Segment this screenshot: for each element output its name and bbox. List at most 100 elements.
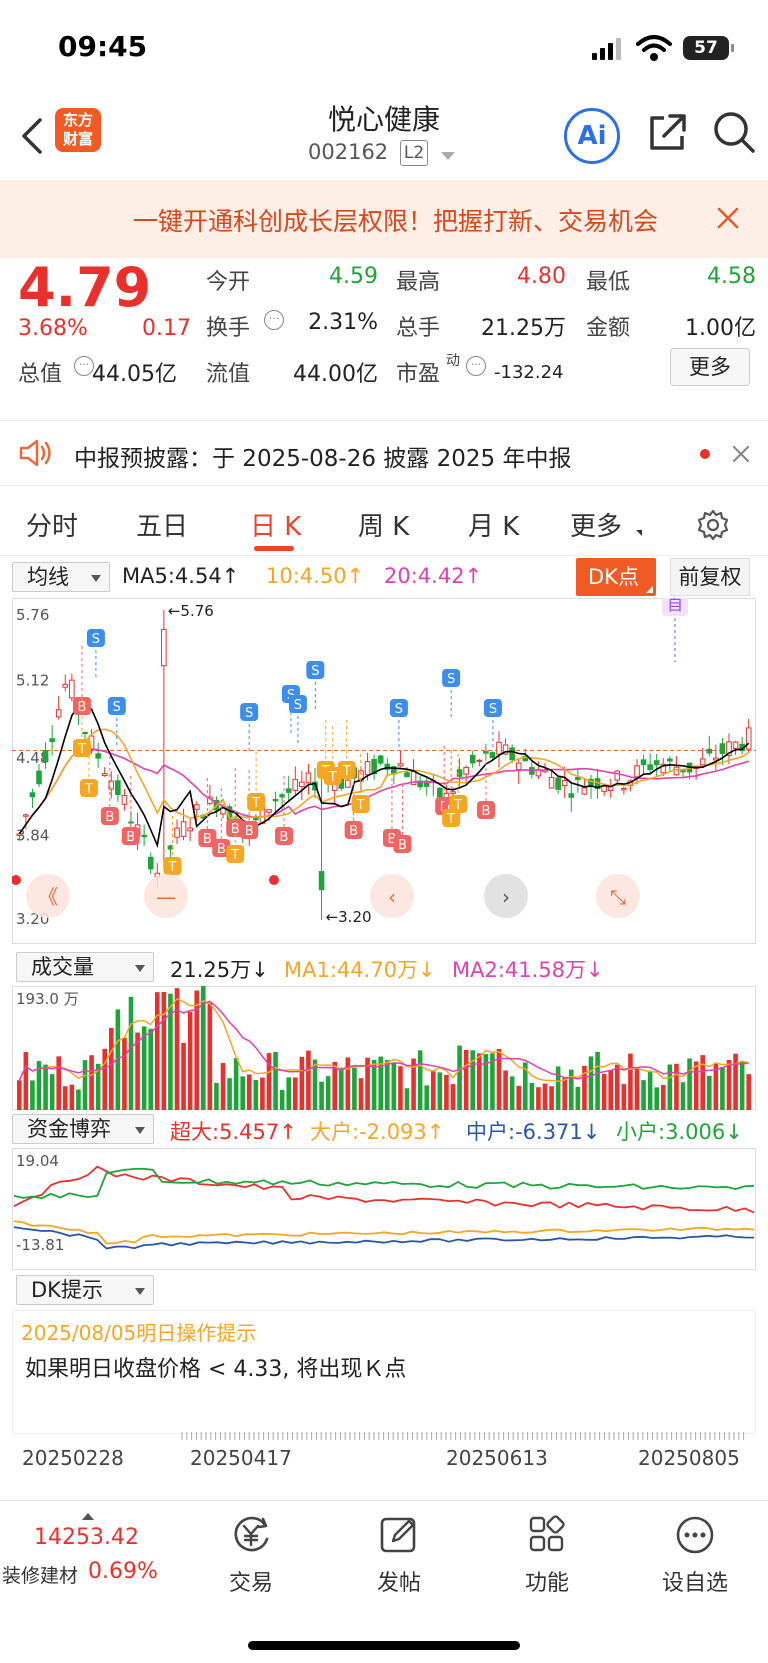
capital-select[interactable]: 资金博弈 [12,1114,154,1144]
volume-bar [588,1056,594,1110]
ai-button[interactable]: Ai [564,108,620,164]
candle [653,760,660,766]
tab-five-day[interactable]: 五日 [136,512,189,542]
volume-bar [680,1082,686,1110]
tab-daily-k[interactable]: 日 K [250,512,302,542]
volume-bar [404,1088,410,1110]
more-button[interactable]: 更多 [670,348,750,386]
tab-more[interactable]: 更多 [570,512,623,542]
close-icon[interactable] [716,206,740,230]
volume-bar [582,1065,587,1110]
buy-badge [393,835,412,853]
candle [515,762,522,771]
candle [272,798,279,802]
dk-point-button[interactable]: DK点 [576,558,656,596]
hold-badge-text: T [342,764,351,779]
bottom-bar: 14253.42 装修建材 0.69% 交易 发帖 功能 设自选 [0,1500,768,1663]
settings-gear-icon[interactable] [696,508,730,542]
buy-badge-text: B [203,832,212,847]
candle [423,780,430,787]
turnover-label: 换手 [206,316,251,341]
chart-nav-button [144,874,188,918]
float-value-label: 流值 [206,362,251,387]
hold-badge-text: T [84,782,93,797]
candle [285,788,292,793]
promo-banner[interactable]: 一键开通科创成长层权限！把握打新、交易机会 [0,180,768,258]
notice-bar[interactable]: 中报预披露：于 2025-08-26 披露 2025 年中报 [0,420,768,486]
functions-button[interactable]: 功能 [492,1515,602,1597]
volume-bar [43,1064,48,1110]
capital-super-large: 超大:5.457↑ [170,1120,297,1144]
add-watchlist-label: 设自选 [661,1571,728,1596]
high-label: 最高 [396,270,441,295]
search-icon[interactable] [712,110,756,154]
logo-text-2: 财富 [62,130,93,148]
capital-small: 小户:3.006↓ [616,1120,743,1144]
volume-bar [141,1026,147,1110]
info-icon[interactable]: ··· [264,310,284,330]
info-icon[interactable]: ··· [74,356,94,376]
candle [16,833,23,836]
tab-intraday[interactable]: 分时 [26,512,79,542]
volume-bar [220,1063,226,1110]
volume-bar [154,992,160,1110]
buy-badge [240,821,259,839]
add-watchlist-button[interactable]: 设自选 [640,1515,750,1597]
candle [371,759,377,775]
close-icon[interactable] [732,445,750,463]
left-edge-dot [12,875,21,885]
hold-badge-text: T [77,742,86,757]
volume-bar [634,1068,640,1110]
post-label: 发帖 [376,1571,421,1596]
volume-chart[interactable]: 193.0 万 [12,986,756,1110]
candle [23,814,29,817]
volume-bar [227,1078,232,1110]
ma5-readout: MA5:4.54↑ [122,564,240,588]
chart-nav-glyph: ⤡ [610,885,626,909]
candle [312,781,318,791]
tab-monthly-k[interactable]: 月 K [468,512,520,542]
candle [640,759,647,766]
volume-bar [417,1050,423,1110]
volume-bar [450,1084,456,1110]
dk-tip-select[interactable]: DK提示 [16,1275,154,1305]
hold-badge [351,795,370,813]
sell-badge-text: S [395,702,403,717]
volume-bar [135,1032,140,1110]
candle [404,772,410,778]
pe-sup: 动 [446,353,460,369]
code-dropdown-icon[interactable] [441,152,455,160]
volume-select[interactable]: 成交量 [16,952,154,982]
volume-bar [529,1082,535,1110]
tab-weekly-k[interactable]: 周 K [358,512,410,542]
volume-bar [490,1053,495,1110]
active-tab-underline [254,546,294,551]
capital-chart[interactable]: 19.04 -13.81 [12,1148,756,1270]
volume-bar [319,1081,324,1110]
volume-bar [746,1074,752,1110]
volume-y-label: 193.0 万 [16,990,79,1008]
back-icon[interactable] [20,116,44,156]
volume-bar [614,1064,620,1110]
ma-select[interactable]: 均线 [12,562,110,592]
share-icon[interactable] [646,112,688,154]
volume-bar [181,1042,186,1110]
candle [128,821,134,824]
hold-badge [72,739,91,757]
volume-bar [286,1077,292,1110]
volume-bar [89,1055,94,1110]
hold-badge [337,761,356,779]
wifi-icon [636,35,672,61]
candle [36,770,42,785]
trade-button[interactable]: 交易 [196,1515,306,1597]
buy-badge [476,801,495,819]
x-axis-label: 20250228 [22,1446,124,1470]
candle [42,750,49,763]
index-value[interactable]: 14253.42 [34,1525,139,1550]
post-button[interactable]: 发帖 [344,1515,454,1597]
volume-bar [306,1050,311,1110]
info-icon[interactable]: ··· [466,356,486,376]
adjust-button[interactable]: 前复权 [670,558,750,596]
y-axis-label: 3.84 [16,827,49,845]
